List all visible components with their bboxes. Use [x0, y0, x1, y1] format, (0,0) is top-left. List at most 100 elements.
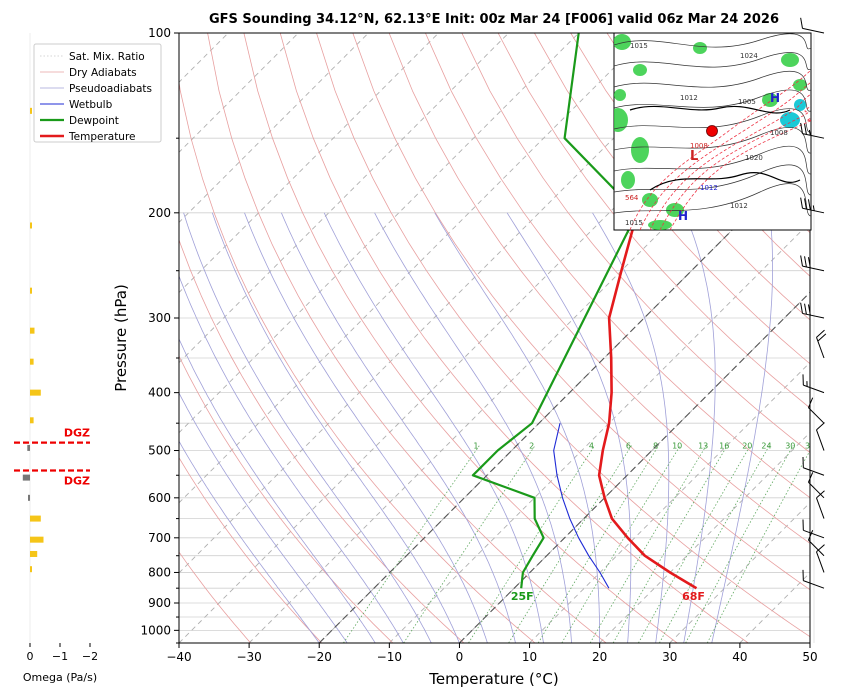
moist-adiabat-line	[592, 212, 670, 643]
precip-area	[794, 99, 806, 111]
thickness-contour	[629, 69, 811, 230]
mixing-ratio-label: 16	[719, 442, 729, 451]
map-pressure-label: 1008	[770, 129, 788, 137]
x-tick-label: 0	[456, 650, 464, 664]
y-tick-label: 1000	[140, 623, 171, 637]
isobar-contour	[614, 89, 811, 112]
wind-barb	[816, 329, 827, 359]
dry-adiabat-line	[534, 33, 810, 365]
map-pressure-label: 1015	[630, 42, 648, 50]
y-axis-ticks: 100 200 300 400 500 600 700 800 900 1000	[140, 26, 179, 644]
isobar-contour	[614, 71, 811, 91]
dry-adiabat-line	[497, 33, 810, 409]
moist-adiabat-line	[506, 212, 632, 643]
mixing-ratio-label: 36	[805, 442, 815, 451]
mixing-ratio-label: 6	[626, 442, 631, 451]
map-pressure-label: 1020	[745, 154, 763, 162]
y-tick-label: 400	[148, 386, 171, 400]
x-tick-label: −40	[166, 650, 191, 664]
dry-adiabat-line	[825, 33, 856, 643]
isobar-contour	[614, 127, 811, 154]
dgz-label: DGZ	[64, 427, 90, 440]
mixing-ratio-line	[561, 445, 681, 643]
dry-adiabat-line	[179, 355, 394, 643]
mixing-ratio-line	[403, 445, 536, 643]
mixing-ratio-line	[612, 445, 728, 643]
precip-area	[780, 112, 800, 128]
dry-adiabat-line	[207, 33, 607, 643]
thickness-contour	[669, 117, 811, 230]
thickness-contour	[639, 81, 811, 230]
x-tick-label: −30	[236, 650, 261, 664]
background-lines: 1 2 4 6 8 10 13 16 20 24 30 36	[0, 33, 856, 643]
surface-temperature-label: 68F	[682, 590, 705, 603]
omega-tick-label: 0	[27, 650, 34, 663]
omega-tick-label: −1	[52, 650, 68, 663]
moist-adiabat-line	[183, 212, 432, 643]
map-pressure-label: 1008	[690, 142, 708, 150]
wind-barb	[802, 569, 825, 589]
legend-label: Temperature	[68, 131, 136, 143]
mixing-ratio-line	[685, 445, 794, 643]
precip-area	[642, 193, 658, 207]
wind-barbs	[800, 17, 827, 643]
omega-bar	[28, 494, 30, 501]
wind-barb	[807, 397, 825, 424]
x-tick-label: 10	[522, 650, 537, 664]
map-pressure-label: 564	[625, 194, 639, 202]
moist-adiabat-line	[683, 212, 716, 643]
x-axis-ticks: −40 −30 −20 −10 0 10 20 30 40 50	[166, 643, 818, 664]
wind-barb	[802, 456, 825, 476]
map-high-marker: H	[678, 209, 688, 223]
dry-adiabat-line	[279, 33, 749, 643]
precip-area	[614, 89, 626, 101]
omega-panel: DGZ DGZ 0 −1 −2 Omega (Pa/s)	[14, 33, 98, 684]
dewpoint-line	[471, 33, 639, 589]
legend-label: Dewpoint	[69, 115, 119, 127]
dry-adiabat-line	[425, 33, 810, 499]
x-tick-label: 30	[662, 650, 677, 664]
omega-bar	[30, 107, 32, 114]
wind-barb	[800, 17, 825, 34]
mixing-ratio-label: 2	[529, 442, 534, 451]
legend-label: Sat. Mix. Ratio	[69, 51, 145, 63]
mixing-ratio-line	[343, 445, 480, 643]
border-line	[629, 105, 791, 114]
x-axis-label: Temperature (°C)	[428, 670, 558, 688]
map-pressure-label: 1015	[625, 219, 643, 227]
wind-barb	[800, 197, 825, 214]
dry-adiabat-line	[461, 33, 810, 454]
precip-area	[614, 108, 628, 132]
mixing-ratio-line	[638, 445, 751, 643]
dry-adiabat-line	[179, 456, 322, 643]
chart-title: GFS Sounding 34.12°N, 62.13°E Init: 00z …	[209, 12, 779, 27]
wind-barb	[807, 530, 825, 557]
wind-barb	[816, 544, 825, 573]
mixing-ratio-label: 24	[761, 442, 771, 451]
omega-bar	[30, 287, 32, 294]
location-marker	[706, 125, 718, 137]
omega-bar	[30, 550, 38, 557]
isobar-contour	[614, 108, 811, 133]
moist-adiabat-line	[211, 212, 460, 643]
dry-adiabat-line	[179, 79, 536, 643]
isobar-contour	[614, 145, 811, 175]
precip-area	[631, 137, 649, 163]
wind-barb	[816, 490, 825, 519]
map-low-marker: L	[690, 149, 698, 164]
precip-area	[762, 93, 778, 107]
precip-area	[621, 171, 635, 189]
isotherm-line	[0, 33, 18, 643]
dry-adiabat-line	[388, 33, 810, 544]
x-tick-label: −10	[377, 650, 402, 664]
mixing-ratio-label: 20	[742, 442, 752, 451]
legend-label: Dry Adiabats	[69, 67, 137, 79]
thickness-contour	[659, 105, 811, 230]
surface-dewpoint-label: 25F	[511, 590, 534, 603]
x-tick-label: −20	[307, 650, 332, 664]
wind-barb	[807, 472, 825, 499]
wetbulb-line	[553, 423, 610, 589]
y-tick-label: 800	[148, 565, 171, 579]
moist-adiabat-line	[179, 338, 376, 643]
precip-area	[633, 64, 647, 76]
